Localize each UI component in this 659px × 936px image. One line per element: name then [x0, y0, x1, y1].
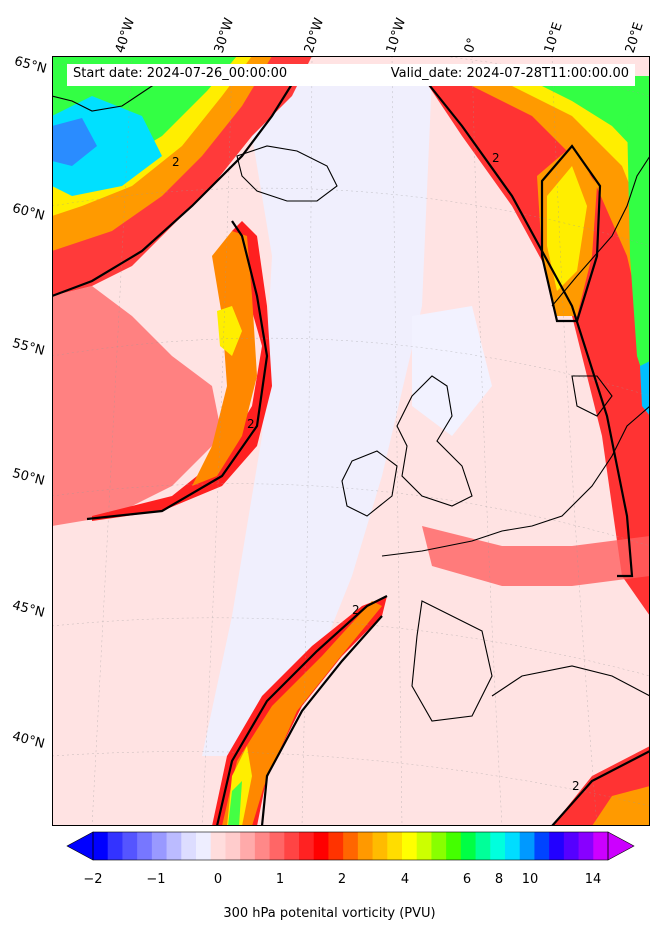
colorbar-segment [372, 832, 388, 860]
jet-north-orange [452, 76, 650, 356]
iberian-streamer-green [228, 781, 242, 826]
colorbar-tick-label: −2 [83, 872, 103, 887]
colorbar-segment [269, 832, 285, 860]
lon-label: 10°E [541, 20, 566, 55]
pv-filament-orange [192, 231, 257, 486]
lat-label: 55°N [10, 336, 47, 359]
colorbar-segment [313, 832, 329, 860]
colorbar-segment [431, 832, 447, 860]
valid-date-label: Valid_date: 2024-07-28T11:00:00.00 [390, 66, 629, 81]
colorbar-segment [534, 832, 550, 860]
colorbar-segment [107, 832, 123, 860]
colorbar-segment [519, 832, 535, 860]
low-pv-region [202, 76, 432, 756]
colorbar-segment [196, 832, 212, 860]
lat-label: 50°N [10, 466, 47, 489]
info-box: Start date: 2024-07-26_00:00:00 Valid_da… [67, 64, 635, 86]
colorbar-segment [549, 832, 565, 860]
pv-streamer-west-core [92, 221, 272, 521]
colorbar-segment [151, 832, 168, 860]
contour-label: 2 [352, 603, 360, 617]
southeast-region-orange [592, 786, 650, 826]
pv-2-contours [52, 75, 650, 826]
colorbar-segment [210, 832, 226, 860]
colorbar-segment [402, 832, 418, 860]
colorbar-segment [446, 832, 462, 860]
contour-label: 2 [492, 151, 500, 165]
lat-label: 40°N [10, 729, 47, 752]
map-border [52, 56, 650, 826]
colorbar-tick-label: 0 [213, 872, 223, 887]
lon-label: 20°E [622, 20, 647, 55]
colorbar-segment [254, 832, 271, 860]
colorbar-tick-label: 8 [494, 872, 504, 887]
pv-streamer-west [52, 286, 222, 526]
colorbar-segment [357, 832, 374, 860]
pv-filament-yellow [217, 306, 242, 356]
colorbar-segment [93, 832, 109, 860]
lat-label: 65°N [12, 54, 49, 77]
colorbar-segment [122, 832, 138, 860]
colorbar-segment [240, 832, 256, 860]
colorbar-title: 300 hPa potenital vorticity (PVU) [223, 906, 436, 921]
colorbar-segment [505, 832, 521, 860]
pv-band-europe [422, 526, 650, 586]
colorbar-tick-label: 10 [521, 872, 539, 887]
colorbar [66, 831, 635, 861]
potential-vorticity-map: 2 2 2 2 2 [52, 56, 650, 826]
lon-label: 20°W [301, 16, 328, 55]
colorbar-segment [225, 832, 241, 860]
colorbar-segment [181, 832, 197, 860]
high-pv-northwest-blue [52, 118, 97, 166]
east-green-strip [627, 106, 650, 396]
lon-label: 0° [461, 36, 481, 55]
colorbar-tick-label: 1 [275, 872, 285, 887]
lon-label: 10°W [383, 16, 410, 55]
map-panel: 2 2 2 2 2 Start date: 2024-07-26_00:00:0… [52, 56, 650, 826]
lat-label: 60°N [10, 201, 47, 224]
colorbar-over-arrow [607, 831, 635, 861]
coastlines [52, 75, 650, 722]
colorbar-segment [490, 832, 506, 860]
colorbar-segment [343, 832, 359, 860]
colorbar-segment [475, 832, 491, 860]
lon-label: 30°W [211, 16, 238, 55]
colorbar-segment [284, 832, 300, 860]
colorbar-segment [593, 832, 609, 860]
colorbar-tick-label: 2 [337, 872, 347, 887]
iberian-streamer-orange [222, 601, 382, 826]
colorbar-tick-label: −1 [146, 872, 166, 887]
contour-label: 2 [172, 155, 180, 169]
colorbar-segment [563, 832, 580, 860]
graticule [52, 56, 650, 826]
jet-north-green [522, 76, 650, 166]
contour-label: 2 [572, 779, 580, 793]
colorbar-frame [92, 831, 609, 861]
colorbar-segment [166, 832, 182, 860]
lon-label: 40°W [112, 16, 139, 55]
colorbar-under-arrow [66, 831, 94, 861]
colorbar-segment [299, 832, 315, 860]
colorbar-segment [416, 832, 432, 860]
colorbar-tick-label: 6 [462, 872, 472, 887]
low-pv-region [412, 306, 492, 436]
colorbar-segment [328, 832, 344, 860]
colorbar-tick-label: 4 [400, 872, 410, 887]
scandinavian-lobe-yellow [547, 166, 587, 291]
colorbar-segment [460, 832, 477, 860]
contour-label: 2 [247, 417, 255, 431]
colorbar-tick-label: 14 [584, 872, 602, 887]
start-date-label: Start date: 2024-07-26_00:00:00 [73, 66, 288, 81]
lat-label: 45°N [10, 598, 47, 621]
colorbar-segment [578, 832, 594, 860]
east-cyan-patch [640, 361, 650, 416]
colorbar-segment [387, 832, 403, 860]
colorbar-segment [137, 832, 153, 860]
